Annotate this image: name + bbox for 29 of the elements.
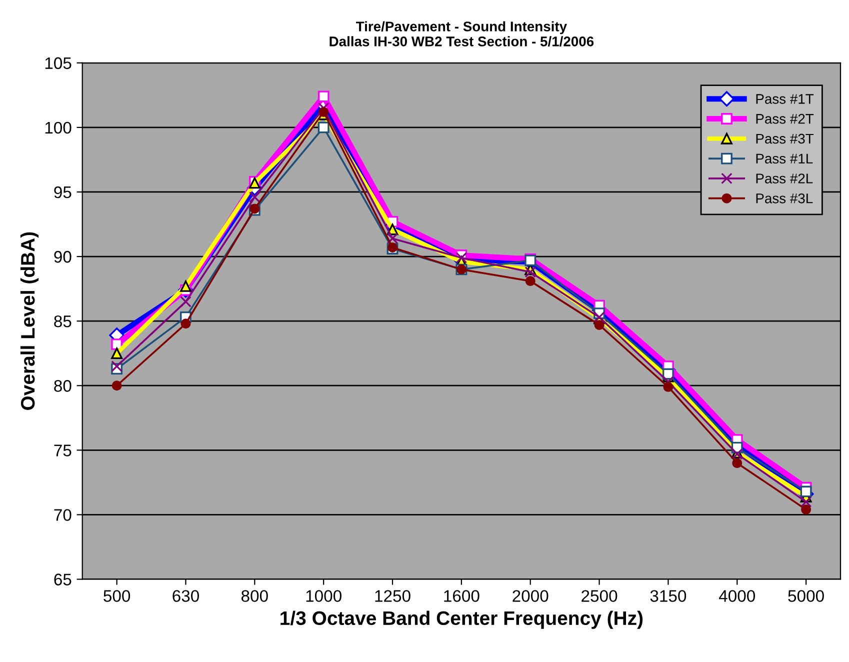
y-tick-label: 65	[54, 574, 72, 586]
legend-label: Pass #3T	[756, 134, 814, 144]
y-tick-label: 85	[54, 315, 72, 328]
y-tick-label: 95	[54, 186, 72, 198]
x-tick-label: 630	[172, 590, 199, 602]
x-tick-label: 1600	[444, 590, 480, 602]
y-tick-label: 105	[45, 57, 72, 70]
legend-label: Pass #3L	[756, 193, 813, 204]
y-tick-label: 90	[54, 250, 72, 263]
y-tick-label: 70	[54, 509, 72, 521]
x-tick-label: 500	[104, 590, 130, 602]
y-axis-title: Overall Level (dBA)	[20, 232, 39, 410]
x-tick-label: 3150	[650, 590, 686, 602]
x-axis-title: 1/3 Octave Band Center Frequency (Hz)	[280, 610, 643, 629]
x-tick-label: 1250	[375, 590, 410, 602]
y-tick-label: 100	[45, 122, 72, 134]
x-tick-label: 800	[241, 590, 268, 602]
x-tick-label: 5000	[788, 590, 824, 602]
chart-title: Tire/Pavement - Sound Intensity Dallas IH-30 WB2 Test Section - 5/1/2006	[330, 21, 594, 46]
legend-label: Pass #1T	[756, 94, 814, 104]
x-tick-label: 4000	[718, 590, 756, 602]
y-tick-label: 80	[54, 380, 72, 392]
x-tick-label: 1000	[306, 590, 342, 602]
legend-label: Pass #2T	[756, 114, 814, 124]
x-tick-label: 2500	[582, 590, 618, 602]
legend-label: Pass #2L	[756, 174, 813, 184]
x-tick-label: 2000	[512, 590, 548, 602]
y-tick-label: 75	[54, 444, 72, 456]
legend-label: Pass #1L	[756, 154, 813, 164]
